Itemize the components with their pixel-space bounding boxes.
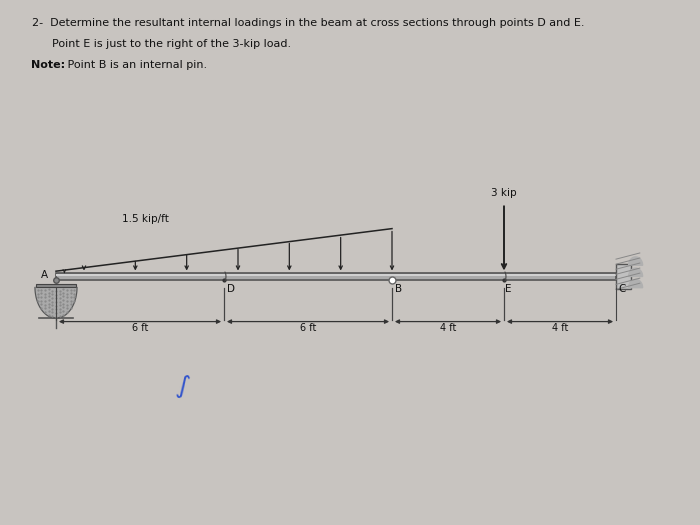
Bar [616,264,631,289]
Text: 2-  Determine the resultant internal loadings in the beam at cross sections thro: 2- Determine the resultant internal load… [32,18,584,28]
Text: 4 ft: 4 ft [552,323,568,333]
Polygon shape [35,287,77,318]
Bar [56,275,616,276]
Text: 4 ft: 4 ft [440,323,456,333]
Text: Point B is an internal pin.: Point B is an internal pin. [64,60,207,70]
Polygon shape [629,257,643,265]
Text: Point E is just to the right of the 3-kip load.: Point E is just to the right of the 3-ki… [52,39,292,49]
Text: 6 ft: 6 ft [132,323,148,333]
Text: C: C [619,284,626,294]
Text: B: B [395,284,402,294]
Bar [56,274,616,280]
Text: Note:: Note: [32,60,66,70]
Bar [56,279,616,280]
Text: $\int$: $\int$ [173,371,191,401]
Text: D: D [227,284,235,294]
Text: A: A [41,270,48,280]
Text: 1.5 kip/ft: 1.5 kip/ft [122,214,169,224]
Text: 3 kip: 3 kip [491,188,517,198]
Bar [36,284,76,287]
Polygon shape [629,268,643,277]
Polygon shape [629,279,643,288]
Text: E: E [505,284,512,294]
Text: 6 ft: 6 ft [300,323,316,333]
